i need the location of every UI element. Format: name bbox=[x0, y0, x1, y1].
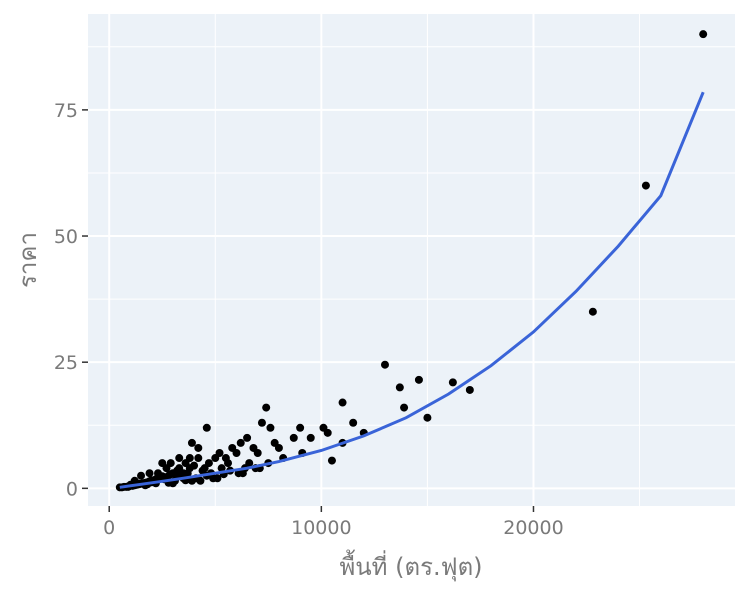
x-axis-title: พื้นที่ (ตร.ฟุต) bbox=[339, 549, 482, 582]
data-point bbox=[327, 456, 336, 465]
data-point bbox=[175, 454, 184, 463]
data-point bbox=[296, 423, 305, 432]
data-point bbox=[158, 459, 167, 468]
y-axis-ticks: 0 25 50 75 bbox=[54, 100, 88, 500]
data-point bbox=[194, 454, 203, 463]
data-point bbox=[154, 469, 163, 478]
data-point bbox=[249, 443, 258, 452]
minor-gridlines bbox=[88, 14, 735, 506]
data-point bbox=[236, 438, 245, 447]
data-point bbox=[266, 423, 275, 432]
x-tick-label: 10000 bbox=[291, 517, 351, 539]
data-point bbox=[145, 469, 154, 478]
data-point bbox=[243, 433, 252, 442]
data-point bbox=[289, 433, 298, 442]
data-point bbox=[209, 474, 218, 483]
data-point bbox=[306, 433, 315, 442]
data-point bbox=[448, 378, 457, 387]
data-point bbox=[211, 454, 220, 463]
data-point bbox=[380, 360, 389, 369]
data-point bbox=[194, 443, 203, 452]
data-point bbox=[641, 181, 650, 190]
data-point bbox=[395, 383, 404, 392]
data-point bbox=[338, 398, 347, 407]
data-point bbox=[257, 418, 266, 427]
y-axis-title: ราคา bbox=[14, 232, 42, 288]
data-point bbox=[400, 403, 409, 412]
data-point bbox=[137, 471, 146, 480]
y-tick-label: 50 bbox=[54, 226, 78, 248]
data-point bbox=[196, 476, 205, 485]
data-point bbox=[349, 418, 358, 427]
data-point bbox=[217, 464, 226, 473]
data-point bbox=[166, 459, 175, 468]
x-axis-ticks: 0 10000 20000 bbox=[103, 506, 564, 539]
x-tick-label: 0 bbox=[103, 517, 115, 539]
data-point bbox=[262, 403, 271, 412]
panel-background bbox=[88, 14, 735, 506]
data-point bbox=[323, 428, 332, 437]
fit-line bbox=[119, 91, 705, 489]
data-point bbox=[588, 307, 597, 316]
data-point bbox=[414, 375, 423, 384]
data-point bbox=[423, 413, 432, 422]
y-tick-label: 75 bbox=[54, 100, 78, 122]
data-point bbox=[187, 476, 196, 485]
data-point bbox=[224, 459, 233, 468]
y-tick-label: 25 bbox=[54, 352, 78, 374]
data-point bbox=[187, 438, 196, 447]
y-tick-label: 0 bbox=[66, 478, 78, 500]
data-point bbox=[202, 423, 211, 432]
x-tick-label: 20000 bbox=[503, 517, 563, 539]
data-point bbox=[465, 385, 474, 394]
data-point bbox=[185, 454, 194, 463]
data-point bbox=[228, 443, 237, 452]
data-point bbox=[270, 438, 279, 447]
data-point bbox=[699, 30, 708, 39]
